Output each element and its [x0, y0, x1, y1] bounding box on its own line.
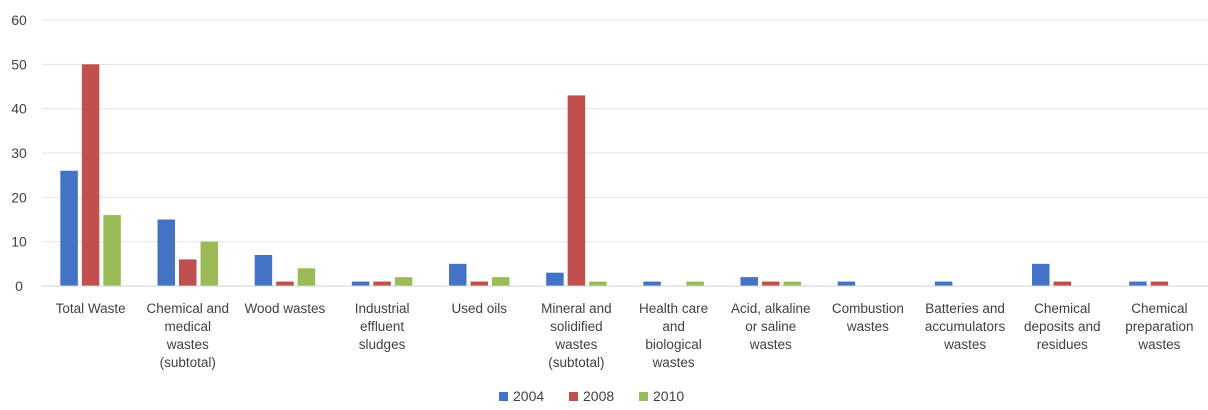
bar-2010: [589, 281, 607, 286]
gridlines: [42, 19, 1208, 243]
x-category-label-line: Chemical and: [146, 301, 229, 316]
bar-2010: [103, 215, 121, 286]
x-category-label-line: solidified: [550, 319, 603, 334]
y-tick-label: 20: [11, 189, 27, 205]
x-category-label-line: wastes: [554, 337, 597, 352]
x-category-label: Combustion wastes: [832, 301, 904, 334]
x-category-label-line: residues: [1037, 337, 1088, 352]
bar-2004: [643, 281, 661, 286]
x-category-label-line: Industrial: [355, 301, 410, 316]
bar-2008: [762, 281, 780, 286]
category-labels: Total Waste Chemical and medical wastes (sub…: [56, 301, 1194, 370]
bar-2008: [81, 64, 100, 286]
x-category-label-line: Wood wastes: [245, 301, 326, 316]
x-category-label-line: wastes: [1137, 337, 1180, 352]
bar-2008: [1053, 281, 1071, 286]
y-tick-label: 0: [15, 278, 23, 294]
x-category-label-line: (subtotal): [548, 355, 604, 370]
x-category-label-line: Chemical: [1131, 301, 1187, 316]
bars: [60, 64, 1169, 286]
legend-label-2010: 2010: [653, 388, 684, 404]
x-category-label-line: (subtotal): [160, 355, 216, 370]
x-category-label: Acid, alkaline or saline wastes: [731, 301, 811, 352]
bar-2010: [200, 241, 218, 286]
x-category-label: Industrial effluent sludges: [355, 301, 410, 352]
y-tick-label: 60: [11, 12, 27, 28]
x-category-label-line: Used oils: [451, 301, 507, 316]
x-category-label-line: accumulators: [925, 319, 1006, 334]
bar-2004: [157, 219, 175, 286]
bar-2004: [60, 170, 78, 286]
y-axis-ticks: 0 10 20 30 40 50 60: [11, 12, 27, 294]
y-tick-label: 10: [11, 234, 27, 250]
legend: 2004 2008 2010: [499, 388, 684, 404]
x-category-label-line: wastes: [652, 355, 695, 370]
bar-2004: [254, 254, 273, 286]
x-category-label-line: medical: [164, 319, 211, 334]
x-category-label-line: or saline: [745, 319, 796, 334]
x-category-label-line: wastes: [943, 337, 986, 352]
bar-2004: [449, 263, 467, 286]
x-category-label: Batteries and accumulators wastes: [925, 301, 1006, 352]
x-category-label-line: effluent: [360, 319, 404, 334]
legend-swatch-2004: [499, 392, 508, 401]
x-category-label-line: wastes: [749, 337, 792, 352]
x-category-label-line: Combustion: [832, 301, 904, 316]
x-category-label: Chemical preparation wastes: [1125, 301, 1193, 352]
x-category-label-line: preparation: [1125, 319, 1193, 334]
legend-swatch-2010: [639, 392, 648, 401]
bar-2004: [837, 281, 856, 286]
x-category-label-line: Acid, alkaline: [731, 301, 811, 316]
x-category-label-line: biological: [645, 337, 701, 352]
x-category-label: Chemical and medical wastes (subtotal): [146, 301, 229, 370]
bar-2008: [276, 281, 294, 286]
y-tick-label: 30: [11, 145, 27, 161]
bar-2004: [740, 277, 758, 286]
x-category-label-line: deposits and: [1024, 319, 1101, 334]
legend-swatch-2008: [569, 392, 578, 401]
x-category-label: Total Waste: [56, 301, 126, 316]
x-category-label-line: and: [662, 319, 685, 334]
legend-label-2004: 2004: [513, 388, 544, 404]
legend-label-2008: 2008: [583, 388, 614, 404]
x-category-label-line: Health care: [639, 301, 708, 316]
x-category-label: Mineral and solidified wastes (subtotal): [541, 301, 612, 370]
bar-2004: [1129, 281, 1147, 286]
x-category-label-line: Total Waste: [56, 301, 126, 316]
bar-2004: [934, 281, 953, 286]
bar-2008: [373, 281, 391, 286]
x-category-label-line: Batteries and: [925, 301, 1005, 316]
bar-2008: [470, 281, 488, 286]
x-category-label: Chemical deposits and residues: [1024, 301, 1101, 352]
x-category-label-line: sludges: [359, 337, 406, 352]
bar-2008: [179, 259, 197, 286]
bar-2004: [351, 281, 370, 286]
x-category-label-line: wastes: [846, 319, 889, 334]
x-category-label-line: Mineral and: [541, 301, 612, 316]
bar-2010: [783, 281, 801, 286]
bar-2010: [686, 281, 704, 286]
bar-2004: [1032, 263, 1050, 286]
bar-2010: [492, 277, 510, 286]
x-category-label-line: wastes: [166, 337, 209, 352]
bar-2010: [297, 268, 316, 286]
y-tick-label: 40: [11, 101, 27, 117]
bar-2010: [394, 277, 413, 286]
bar-2008: [567, 95, 586, 286]
x-category-label: Used oils: [451, 301, 507, 316]
x-category-label-line: Chemical: [1034, 301, 1090, 316]
x-category-label: Wood wastes: [245, 301, 326, 316]
y-tick-label: 50: [11, 56, 27, 72]
x-category-label: Health care and biological wastes: [639, 301, 708, 370]
bar-2008: [1150, 281, 1169, 286]
bar-2004: [546, 272, 564, 286]
